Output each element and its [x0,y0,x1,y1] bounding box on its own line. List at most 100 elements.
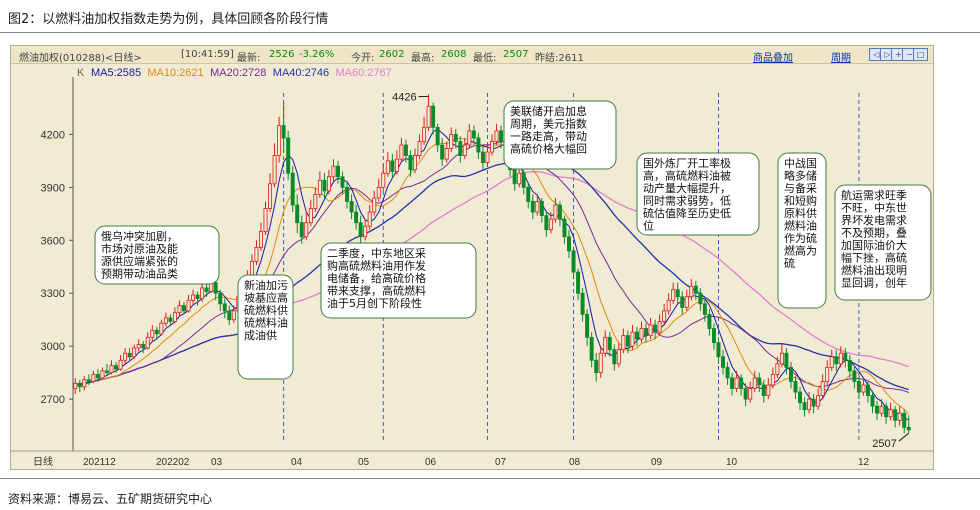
candle-body [77,382,82,388]
period-link[interactable]: 周期 [831,53,851,64]
candle-body [376,186,381,199]
annotation-line: 和短购 [784,194,817,208]
candle-body [711,328,716,344]
candlestick-chart: 4200 3900 3600 3300 3000 2700 日线 202112 202202 03… [11,67,933,468]
candle [73,377,78,394]
candle [557,201,562,227]
overlay-link[interactable]: 商品叠加 [753,53,793,64]
maximize-button[interactable]: □ [913,48,928,61]
candle-body [358,222,363,238]
candle [127,347,132,361]
candle [770,367,775,389]
candle-body [680,296,685,308]
candle [299,215,304,244]
candle-body [739,377,744,389]
candle-body [793,381,798,393]
y-tick-label: 2700 [41,394,65,406]
candle-body [893,409,898,421]
candle [277,116,282,163]
candle [838,346,843,368]
candle [331,159,336,183]
candle [349,194,354,220]
time-label: [10:41:59] [181,49,234,60]
x-tick-label: 202112 [83,457,116,468]
candle-body [698,292,703,305]
annotation-line: 俄乌冲突加剧， [101,229,178,243]
ma40-line [75,161,909,391]
candle-body [132,347,137,358]
annotation-line: 燃料油出现明 [841,263,907,277]
annotation-line: 位 [643,219,654,233]
candle-body [231,310,236,321]
candle [852,365,857,389]
candle-body [449,134,454,149]
y-tick-label: 3300 [41,288,65,300]
candle [544,210,549,237]
candle [526,182,531,209]
candle [363,219,368,241]
candle-body [462,144,467,156]
candle-body [444,148,449,160]
annotation-line: 购高硫燃料油用作发 [327,259,426,273]
candle-body [557,204,562,220]
candle [644,323,648,343]
candle [431,102,436,135]
candle-body [295,204,300,224]
candle [417,134,422,160]
candle-body [730,377,735,389]
candle-body [829,356,834,368]
candle [390,153,395,179]
candle [354,205,359,230]
candle-body [317,179,322,195]
annotation-line: 显回调，创年 [841,276,907,290]
candle-body [168,317,173,322]
candle-body [671,289,676,301]
ma-legend-item: MA5:2585 [91,67,141,79]
candle-body [82,379,87,388]
candle [576,268,581,301]
candle [807,392,812,414]
candle-body [145,336,150,349]
candle [372,190,377,216]
candle-body [222,303,227,312]
annotation-line: 硫燃料油 [244,316,288,330]
open-value: 2602 [379,49,405,60]
candle-body [639,328,644,340]
candle [490,134,494,156]
candle [879,399,884,417]
low-marker-line [898,432,910,442]
candle-body [290,172,295,206]
candle [381,164,386,191]
candle-body [807,398,812,411]
candle-body [811,398,816,407]
annotation-box [777,152,827,309]
annotation-line: 油于5月创下阶段性 [327,296,422,310]
candle [666,293,671,315]
candle [82,376,87,391]
candle [449,127,454,153]
candle-body [521,172,526,188]
candle-body [417,141,422,156]
candle-body [191,294,196,301]
candle [86,374,91,385]
candle-body [865,384,870,396]
annotation-text: 俄乌冲突加剧，市场对原油及能源供应端紧张的预期带动油品类 [101,229,178,281]
candle-body [249,261,254,276]
candle [213,279,218,301]
candle [476,132,481,160]
candle-body [218,292,223,305]
candle-body [308,208,313,224]
candle-body [136,344,141,349]
candle [897,406,902,426]
candle-body [571,250,576,273]
candle [444,141,449,163]
annotation-line: 中战国 [784,157,817,170]
candle [802,397,807,417]
annotation-line: 二季度，中东地区采 [327,246,426,260]
candle [693,280,698,301]
candle [612,344,617,371]
candle [336,160,340,184]
candle-body [838,352,843,365]
candle [286,130,291,181]
candle [304,212,309,241]
